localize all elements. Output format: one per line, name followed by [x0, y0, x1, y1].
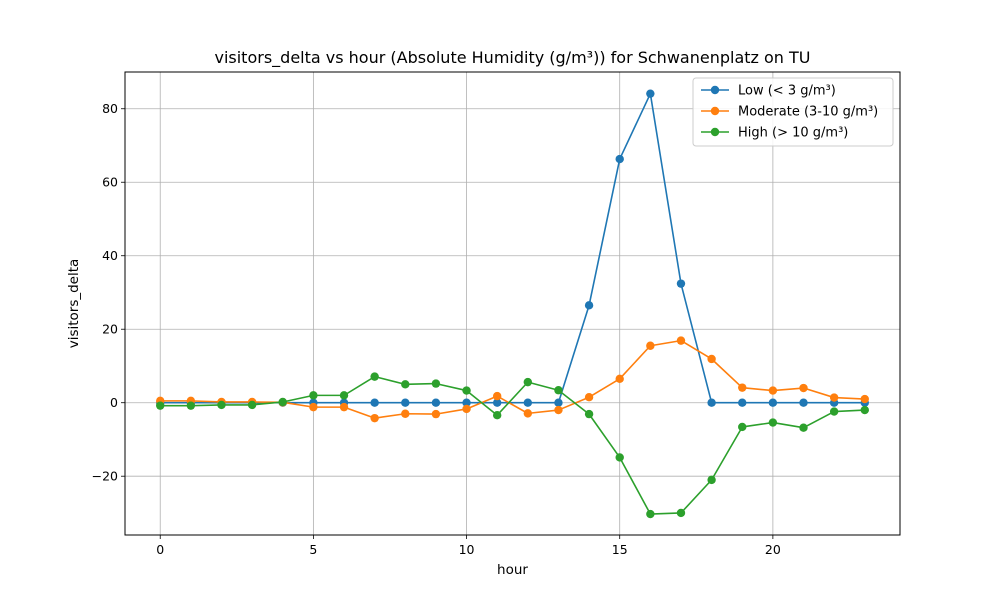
- data-point: [492, 411, 502, 420]
- data-point: [217, 400, 226, 410]
- data-point: [492, 391, 502, 401]
- data-point: [370, 413, 379, 423]
- data-point: [738, 422, 747, 432]
- data-point: [738, 398, 747, 407]
- x-axis-label: hour: [497, 562, 528, 578]
- data-point: [799, 398, 808, 407]
- y-tick-label: 40: [102, 248, 118, 263]
- legend-item: Low (< 3 g/m³): [701, 84, 836, 99]
- legend-item: High (> 10 g/m³): [701, 126, 848, 141]
- y-tick-label: 80: [102, 101, 118, 116]
- legend: Low (< 3 g/m³) Moderate (3-10 g/m³) High (…: [692, 77, 894, 147]
- x-tick-label: 20: [765, 542, 781, 557]
- legend-label: Moderate (3-10 g/m³): [738, 105, 878, 120]
- data-point: [554, 405, 563, 415]
- y-tick-label: 20: [102, 322, 118, 337]
- plot-frame: [124, 71, 901, 536]
- data-point: [860, 405, 869, 415]
- data-point: [523, 377, 533, 387]
- data-point: [186, 401, 196, 410]
- data-point: [799, 423, 808, 432]
- legend-label: Low (< 3 g/m³): [738, 84, 836, 99]
- x-tick-label: 5: [309, 542, 317, 557]
- x-tick-label: 10: [459, 542, 475, 557]
- data-point: [431, 409, 441, 419]
- data-point: [768, 418, 778, 427]
- data-point: [523, 398, 533, 407]
- data-point: [584, 409, 594, 419]
- data-point: [401, 409, 410, 418]
- data-point: [615, 374, 624, 384]
- data-point: [860, 394, 869, 404]
- data-point: [278, 397, 287, 407]
- chart-title: visitors_delta vs hour (Absolute Humidit…: [214, 48, 810, 68]
- data-point: [768, 398, 778, 407]
- data-point: [370, 372, 379, 381]
- data-point: [431, 379, 441, 388]
- data-point: [339, 391, 349, 400]
- data-point: [492, 398, 502, 407]
- data-point: [646, 341, 655, 350]
- data-point: [156, 401, 165, 410]
- data-point: [829, 407, 839, 416]
- y-tick-label: 0: [110, 395, 118, 410]
- data-point: [431, 398, 441, 407]
- data-point: [309, 391, 318, 400]
- data-point: [401, 398, 410, 407]
- data-point: [829, 393, 839, 402]
- data-point: [738, 383, 747, 392]
- data-point: [309, 402, 318, 412]
- x-tick-label: 15: [612, 542, 628, 557]
- legend-label: High (> 10 g/m³): [738, 126, 848, 141]
- series-2: [156, 336, 869, 423]
- data-point: [370, 398, 379, 407]
- data-point: [646, 89, 655, 98]
- data-point: [523, 409, 533, 418]
- data-point: [462, 398, 471, 407]
- data-point: [707, 398, 716, 407]
- y-axis-label: visitors_delta: [66, 259, 82, 349]
- data-point: [615, 453, 624, 462]
- data-point: [646, 509, 655, 519]
- data-point: [247, 400, 257, 410]
- data-point: [768, 386, 778, 395]
- data-point: [554, 398, 563, 407]
- legend-marker: [710, 127, 720, 137]
- data-point: [584, 301, 594, 310]
- series-3: [156, 372, 869, 519]
- data-point: [707, 354, 716, 364]
- y-tick-label: −20: [92, 469, 118, 484]
- x-tick-label: 0: [156, 542, 164, 557]
- series-layer: [156, 89, 869, 519]
- data-point: [554, 386, 563, 395]
- data-point: [462, 386, 471, 395]
- legend-marker: [710, 106, 720, 116]
- data-point: [462, 404, 471, 414]
- data-point: [676, 279, 686, 288]
- series-line: [160, 375, 865, 515]
- legend-item: Moderate (3-10 g/m³): [701, 105, 878, 120]
- data-point: [799, 383, 808, 393]
- axis-ticks: 0 5 10 15 20 −20 0 20 40 60 80: [92, 101, 781, 557]
- data-point: [676, 508, 686, 518]
- y-tick-label: 60: [102, 175, 118, 190]
- data-point: [676, 336, 686, 345]
- data-point: [615, 154, 624, 164]
- legend-box: [692, 77, 894, 147]
- legend-marker: [710, 85, 720, 95]
- data-point: [401, 380, 410, 389]
- data-point: [584, 393, 594, 402]
- data-point: [339, 402, 349, 412]
- data-point: [707, 475, 716, 485]
